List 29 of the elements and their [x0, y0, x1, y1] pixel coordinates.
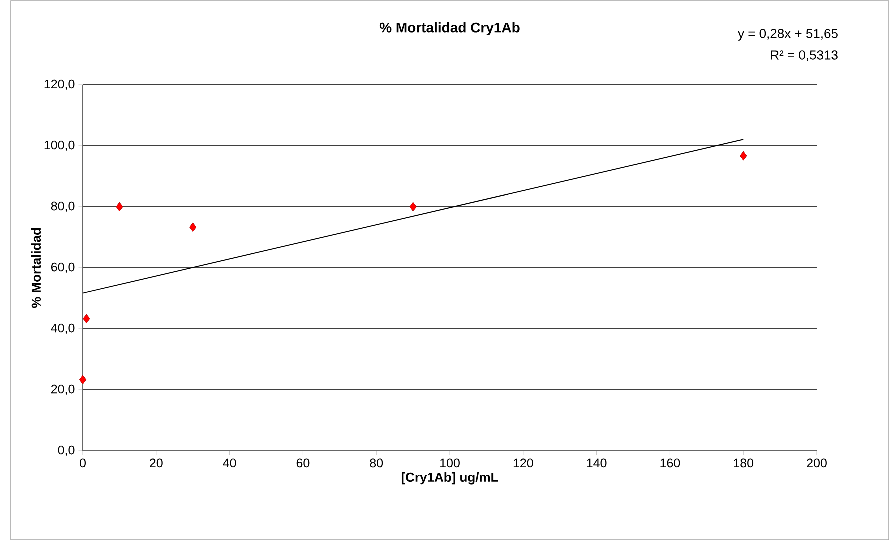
y-tick-label: 0,0: [58, 446, 75, 456]
y-tick-label: 60,0: [52, 262, 75, 274]
x-tick-label: 140: [587, 458, 607, 468]
x-tick-label: 120: [514, 458, 534, 468]
x-tick-label: 180: [734, 458, 754, 468]
point: [116, 202, 124, 212]
y-axis-title: % Mortalidad: [32, 228, 42, 308]
x-tick-label: 100: [440, 458, 460, 468]
x-tick-label: 200: [807, 458, 827, 468]
y-tick-label: 40,0: [51, 324, 75, 334]
point: [740, 151, 748, 161]
x-tick-label: 80: [370, 458, 384, 468]
x-tick-label: 40: [223, 458, 236, 468]
point: [190, 222, 197, 232]
y-tick-label: 20,0: [52, 384, 75, 396]
text: R² = 0,5313: [771, 50, 838, 62]
x-tick-label: 20: [150, 458, 163, 468]
point: [79, 375, 87, 385]
y-tick-label: 80,0: [51, 202, 75, 212]
y-tick-label: 120,0: [44, 80, 75, 90]
x-tick-label: 60: [296, 458, 310, 468]
x-tick-label: 0: [80, 458, 86, 468]
x-axis-title: [Cry1Ab] ug/mL: [402, 472, 498, 485]
x-tick-label: 160: [660, 458, 680, 468]
y-tick-label: 100,0: [44, 140, 75, 152]
text: y = 0,28x + 51,65: [738, 29, 838, 41]
point: [410, 202, 417, 212]
chart-title: % Mortalidad Cry1Ab: [380, 22, 520, 36]
point: [83, 314, 90, 324]
